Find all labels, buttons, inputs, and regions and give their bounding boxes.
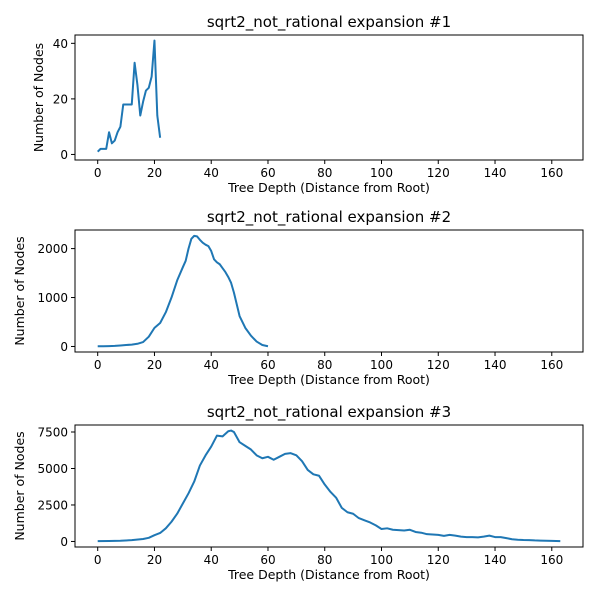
x-tick-label: 60 [260,166,275,180]
x-tick-label: 120 [427,553,450,567]
x-tick-label: 60 [260,553,275,567]
y-tick-label: 5000 [37,462,68,476]
x-tick-label: 160 [540,166,563,180]
y-tick-label: 0 [60,340,68,354]
x-tick-label: 160 [540,553,563,567]
x-axis-label: Tree Depth (Distance from Root) [227,567,430,582]
x-tick-label: 80 [317,166,332,180]
series-line [97,429,561,543]
y-tick-label: 0 [60,535,68,549]
plot-frame [74,229,584,353]
y-tick-label: 2000 [37,242,68,256]
x-tick-label: 80 [317,553,332,567]
x-axis-label: Tree Depth (Distance from Root) [227,180,430,195]
subplot-3: 0 20 40 60 80 100 120 140 160 0 2500 5000 7500 sqrt2_… [12,403,584,582]
y-axis-label: Number of Nodes [12,431,27,540]
subplot-2: 0 20 40 60 80 100 120 140 160 0 1000 2000 sqrt2_not_… [12,208,584,387]
x-tick-label: 120 [427,166,450,180]
x-tick-label: 20 [147,358,162,372]
x-tick-label: 40 [204,358,219,372]
x-tick-label: 140 [484,166,507,180]
x-tick-label: 40 [204,166,219,180]
x-tick-label: 40 [204,553,219,567]
series-line [97,234,269,348]
chart-title: sqrt2_not_rational expansion #1 [207,13,451,32]
x-tick-label: 100 [370,553,393,567]
subplot-1: 0 20 40 60 80 100 120 140 160 0 20 40 sqrt2_not_rati… [31,13,584,195]
y-axis-label: Number of Nodes [12,236,27,345]
y-tick-label: 7500 [37,426,68,440]
y-tick-label: 0 [60,148,68,162]
x-tick-label: 80 [317,358,332,372]
x-tick-label: 140 [484,358,507,372]
plot-frame [74,34,584,161]
x-tick-label: 120 [427,358,450,372]
series-line [97,39,162,153]
x-tick-label: 0 [94,166,102,180]
x-tick-label: 140 [484,553,507,567]
x-axis-label: Tree Depth (Distance from Root) [227,372,430,387]
y-tick-label: 2500 [37,498,68,512]
chart-title: sqrt2_not_rational expansion #3 [207,403,451,422]
x-tick-label: 0 [94,553,102,567]
x-tick-label: 160 [540,358,563,372]
y-axis-label: Number of Nodes [31,43,46,152]
plot-frame [74,424,584,548]
y-tick-label: 1000 [37,291,68,305]
x-tick-label: 100 [370,358,393,372]
y-tick-label: 40 [53,37,68,51]
y-tick-label: 20 [53,92,68,106]
chart-title: sqrt2_not_rational expansion #2 [207,208,451,227]
x-tick-label: 20 [147,166,162,180]
x-tick-label: 0 [94,358,102,372]
x-tick-label: 20 [147,553,162,567]
x-tick-label: 100 [370,166,393,180]
x-tick-label: 60 [260,358,275,372]
